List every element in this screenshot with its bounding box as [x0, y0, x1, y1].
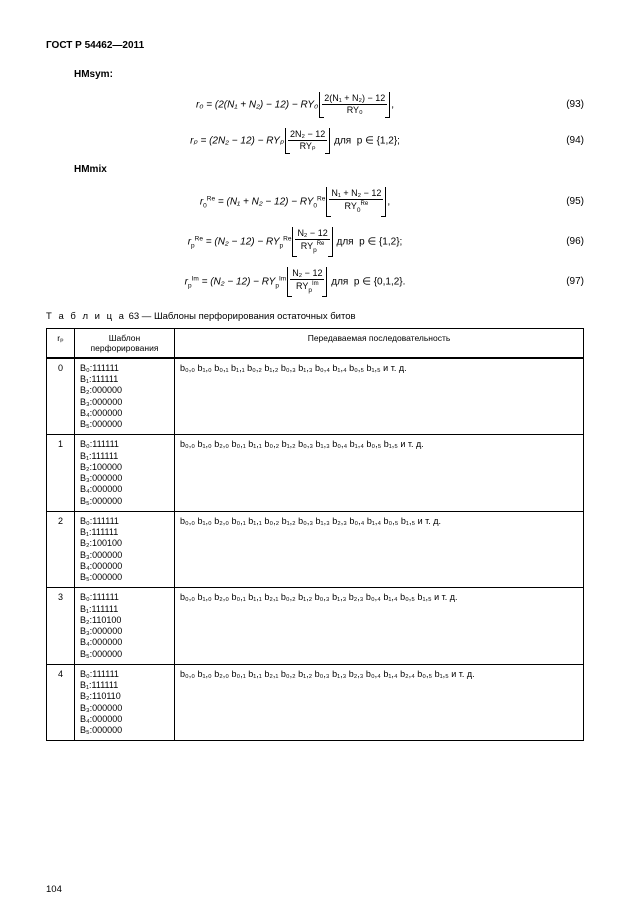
cell-pattern: B₀:111111B₁:111111B₂:100100B₃:000000B₄:0… — [75, 511, 175, 588]
cell-seq: b₀,₀ b₁,₀ b₂,₀ b₀,₁ b₁,₁ b₂,₁ b₀,₂ b₁,₂ … — [175, 588, 584, 665]
eq93-lhs: r₀ = (2(N₁ + N₂) − 12) − RY₀ — [196, 100, 318, 111]
table-row: 1B₀:111111B₁:111111B₂:100000B₃:000000B₄:… — [47, 435, 584, 512]
eq96-lhs-b: = (N₂ − 12) − RY — [203, 236, 280, 247]
eq96-sup1: Re — [195, 235, 203, 242]
equation-94: rₚ = (2N₂ − 12) − RYₚ 2N₂ − 12RYₚ для p ∈… — [46, 128, 584, 154]
eq-num-95: (95) — [544, 196, 584, 207]
cell-rp: 3 — [47, 588, 75, 665]
eq97-sup1: Im — [192, 275, 199, 282]
eq94-lhs: rₚ = (2N₂ − 12) − RYₚ — [190, 135, 284, 146]
cell-rp: 0 — [47, 358, 75, 435]
equation-93: r₀ = (2(N₁ + N₂) − 12) − RY₀ 2(N₁ + N₂) −… — [46, 92, 584, 118]
subhead-hmmix: HMmix — [74, 164, 584, 175]
th-pattern: Шаблон перфорирования — [75, 328, 175, 358]
eq97-tail: для p ∈ {0,1,2}. — [328, 277, 405, 288]
equation-95: r0Re = (N₁ + N₂ − 12) − RY0ReN₁ + N₂ − 1… — [46, 187, 584, 217]
eq96-sub1: p — [280, 242, 284, 249]
eq97-num: N₂ − 12 — [290, 269, 324, 280]
eq97-sup2: Im — [279, 275, 286, 282]
eq-num-97: (97) — [544, 276, 584, 287]
eq97-den: RY — [296, 281, 308, 291]
eq95-tail: , — [387, 196, 390, 207]
equation-97: rpIm = (N₂ − 12) − RYpImN₂ − 12RYpIm для… — [46, 267, 584, 297]
cell-seq: b₀,₀ b₁,₀ b₀,₁ b₁,₁ b₀,₂ b₁,₂ b₀,₃ b₁,₃ … — [175, 358, 584, 435]
eq96-sub0: p — [191, 242, 195, 249]
cell-rp: 4 — [47, 664, 75, 741]
eq93-tail: , — [391, 100, 394, 111]
eq96-densub: p — [313, 247, 317, 254]
eq97-sub1: p — [275, 283, 279, 290]
cell-rp: 2 — [47, 511, 75, 588]
perforation-table: rₚ Шаблон перфорирования Передаваемая по… — [46, 328, 584, 742]
eq97-densup: Im — [312, 281, 319, 287]
th-rp: rₚ — [47, 328, 75, 358]
eq96-tail: для p ∈ {1,2}; — [334, 236, 403, 247]
table-caption: Т а б л и ц а 63 — Шаблоны перфорировани… — [46, 311, 584, 322]
eq94-num: 2N₂ − 12 — [288, 130, 327, 141]
cell-pattern: B₀:111111B₁:111111B₂:110100B₃:000000B₄:0… — [75, 588, 175, 665]
eq95-sup2: Re — [317, 195, 325, 202]
eq-num-96: (96) — [544, 236, 584, 247]
eq95-num: N₁ + N₂ − 12 — [329, 189, 383, 200]
cell-seq: b₀,₀ b₁,₀ b₂,₀ b₀,₁ b₁,₁ b₀,₂ b₁,₂ b₀,₃ … — [175, 511, 584, 588]
page-number: 104 — [46, 884, 62, 895]
eq96-sup2: Re — [283, 235, 291, 242]
table-caption-prefix: Т а б л и ц а — [46, 311, 126, 322]
eq95-lhs-b: = (N₁ + N₂ − 12) − RY — [215, 196, 313, 207]
eq93-num: 2(N₁ + N₂) − 12 — [322, 94, 387, 105]
table-caption-rest: 63 — Шаблоны перфорирования остаточных б… — [126, 311, 356, 322]
table-row: 2B₀:111111B₁:111111B₂:100100B₃:000000B₄:… — [47, 511, 584, 588]
eq95-sup1: Re — [207, 195, 215, 202]
equation-96: rpRe = (N₂ − 12) − RYpReN₂ − 12RYpRe для… — [46, 227, 584, 257]
eq95-den: RY — [345, 201, 357, 211]
eq96-den: RY — [301, 241, 313, 251]
eq95-densup: Re — [361, 201, 369, 207]
cell-seq: b₀,₀ b₁,₀ b₂,₀ b₀,₁ b₁,₁ b₀,₂ b₁,₂ b₀,₃ … — [175, 435, 584, 512]
cell-rp: 1 — [47, 435, 75, 512]
eq95-sub0: 0 — [203, 202, 207, 209]
cell-seq: b₀,₀ b₁,₀ b₂,₀ b₀,₁ b₁,₁ b₂,₁ b₀,₂ b₁,₂ … — [175, 664, 584, 741]
eq97-sub0: p — [188, 283, 192, 290]
eq95-densub: 0 — [357, 207, 361, 214]
eq-num-93: (93) — [544, 99, 584, 110]
eq96-num: N₂ − 12 — [295, 229, 329, 240]
eq94-den: RYₚ — [288, 141, 327, 151]
eq95-sub1: 0 — [313, 202, 317, 209]
eq96-densup: Re — [317, 241, 325, 247]
eq97-densub: p — [308, 287, 312, 294]
cell-pattern: B₀:111111B₁:111111B₂:110110B₃:000000B₄:0… — [75, 664, 175, 741]
eq-num-94: (94) — [544, 135, 584, 146]
table-row: 4B₀:111111B₁:111111B₂:110110B₃:000000B₄:… — [47, 664, 584, 741]
table-row: 0B₀:111111B₁:111111B₂:000000B₃:000000B₄:… — [47, 358, 584, 435]
eq93-den: RY₀ — [322, 105, 387, 115]
subhead-hmsym: HMsym: — [74, 69, 584, 80]
eq97-lhs-b: = (N₂ − 12) − RY — [199, 277, 276, 288]
th-seq: Передаваемая последовательность — [175, 328, 584, 358]
table-row: 3B₀:111111B₁:111111B₂:110100B₃:000000B₄:… — [47, 588, 584, 665]
doc-header: ГОСТ Р 54462—2011 — [46, 40, 584, 51]
cell-pattern: B₀:111111B₁:111111B₂:100000B₃:000000B₄:0… — [75, 435, 175, 512]
cell-pattern: B₀:111111B₁:111111B₂:000000B₃:000000B₄:0… — [75, 358, 175, 435]
eq94-tail: для p ∈ {1,2}; — [331, 135, 400, 146]
